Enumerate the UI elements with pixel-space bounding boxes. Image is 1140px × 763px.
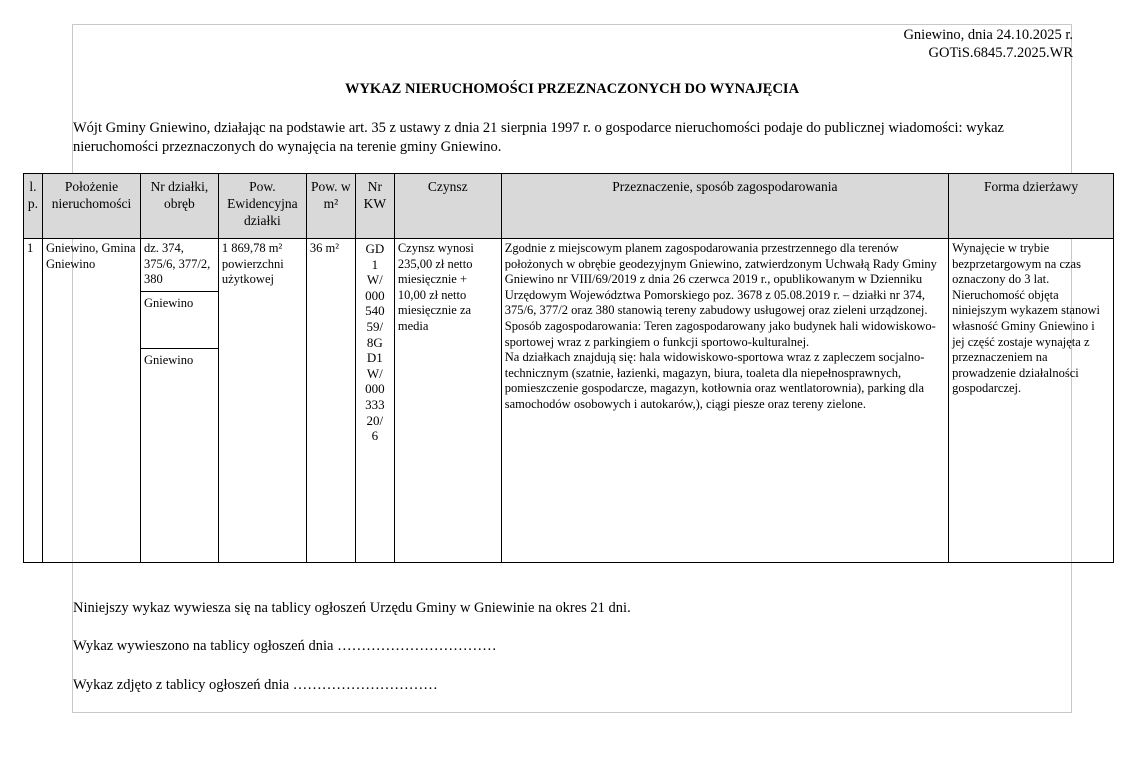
cell-kw: GD1W/00054059/8GD1W/00033320/6	[354, 238, 395, 563]
removed-date-line: Wykaz zdjęto z tablicy ogłoszeń dnia …………	[73, 677, 438, 693]
header-rent: Czynsz	[393, 173, 502, 239]
cell-location: Gniewino, Gmina Gniewino	[41, 238, 141, 563]
header-lease-form: Forma dzierżawy	[948, 173, 1114, 239]
property-table: l. p. Położenie nieruchomości Nr działki…	[23, 173, 1114, 563]
plot-precinct: Gniewino	[140, 292, 218, 349]
kw-number: GD1W/00054059/8GD1W/00033320/6	[365, 241, 385, 444]
header-area-m2: Pow. w m²	[305, 173, 356, 239]
posting-notice: Niniejszy wykaz wywiesza się na tablicy …	[73, 600, 631, 616]
cell-area-m2: 36 m²	[305, 238, 356, 563]
header-purpose: Przeznaczenie, sposób zagospodarowania	[500, 173, 950, 239]
cell-purpose: Zgodnie z miejscowym planem zagospodarow…	[500, 238, 950, 563]
intro-paragraph: Wójt Gminy Gniewino, działając na podsta…	[73, 120, 1004, 155]
purpose-usage: Sposób zagospodarowania: Teren zagospoda…	[504, 318, 936, 349]
cell-lp: 1	[23, 238, 43, 563]
posted-date-line: Wykaz wywieszono na tablicy ogłoszeń dni…	[73, 638, 497, 654]
purpose-plan: Zgodnie z miejscowym planem zagospodarow…	[504, 241, 937, 318]
reference-number: GOTiS.6845.7.2025.WR	[928, 45, 1074, 61]
plot-precinct: Gniewino	[143, 353, 194, 367]
header-location: Położenie nieruchomości	[41, 173, 141, 239]
place-date: Gniewino, dnia 24.10.2025 r.	[903, 27, 1073, 43]
plot-numbers: dz. 374, 375/6, 377/2, 380	[140, 239, 218, 292]
cell-rent: Czynsz wynosi 235,00 zł netto miesięczni…	[393, 238, 502, 563]
cell-lease-form: Wynajęcie w trybie bezprzetargowym na cz…	[948, 238, 1114, 563]
purpose-facilities: Na działkach znajdują się: hala widowisk…	[504, 350, 925, 411]
header-area: Pow. Ewidencyjna działki	[217, 173, 307, 239]
table-header-row: l. p. Położenie nieruchomości Nr działki…	[23, 173, 1114, 239]
header-lp: l. p.	[23, 173, 43, 239]
document-header: Gniewino, dnia 24.10.2025 r. GOTiS.6845.…	[903, 26, 1073, 62]
table-row: 1 Gniewino, Gmina Gniewino dz. 374, 375/…	[23, 238, 1114, 563]
cell-area: 1 869,78 m² powierzchni użytkowej	[217, 238, 307, 563]
header-plot: Nr działki, obręb	[139, 173, 219, 239]
cell-plots: dz. 374, 375/6, 377/2, 380 Gniewino Gnie…	[139, 238, 219, 563]
document-title: WYKAZ NIERUCHOMOŚCI PRZEZNACZONYCH DO WY…	[344, 81, 800, 97]
header-kw: Nr KW	[354, 173, 395, 239]
